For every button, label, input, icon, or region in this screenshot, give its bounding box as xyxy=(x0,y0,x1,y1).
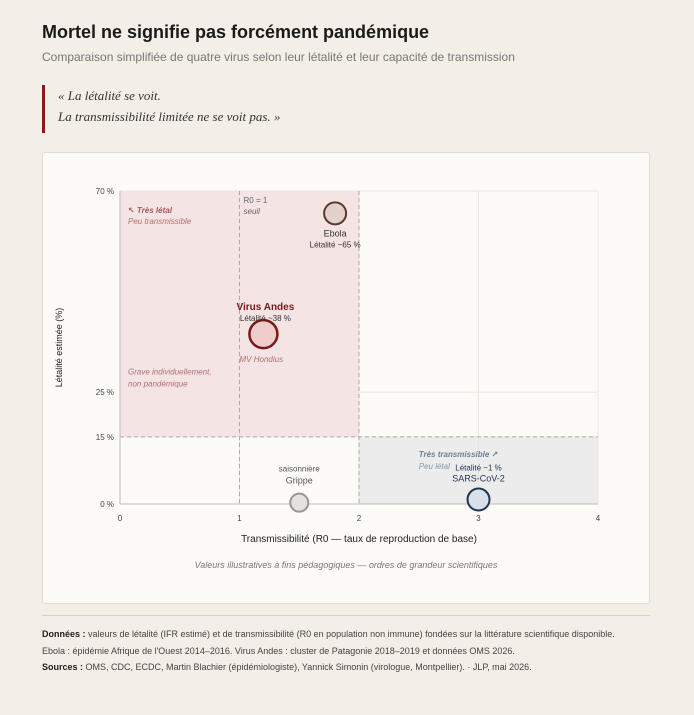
quote-line-1: « La létalité se voit. xyxy=(58,88,161,103)
chart-note: Valeurs illustratives à fins pédagogique… xyxy=(194,560,498,570)
point-grippe-saisonni-re xyxy=(289,492,310,513)
footer-data-line: Données : valeurs de létalité (IFR estim… xyxy=(42,626,662,643)
x-axis-title: Transmissibilité (R0 — taux de reproduct… xyxy=(241,534,477,545)
x-tick-label-2: 2 xyxy=(357,514,362,523)
point-sublabel-ebola: Létalité ~65 % xyxy=(310,240,361,249)
point-annotation-virus-andes: MV Hondius xyxy=(240,355,284,364)
point-label-grippe-saisonni-re: Grippe xyxy=(286,476,313,486)
footer-sources-label: Sources : xyxy=(42,662,84,672)
point-label-line2-grippe-saisonni-re: saisonnière xyxy=(279,465,320,474)
zone-lethal-title: ↖ Très létal xyxy=(128,206,173,215)
footer-sources-text: OMS, CDC, ECDC, Martin Blachier (épidémi… xyxy=(83,662,532,672)
x-tick-label-3: 3 xyxy=(476,514,481,523)
x-tick-label-4: 4 xyxy=(596,514,601,523)
footer-line-2: Ebola : épidémie Afrique de l'Ouest 2014… xyxy=(42,645,515,656)
y-tick-label-0: 0 % xyxy=(100,500,114,509)
zone-transmissible-subtitle: Peu létal xyxy=(419,462,450,471)
x-tick-label-1: 1 xyxy=(237,514,242,523)
y-tick-label-1: 15 % xyxy=(96,433,114,442)
point-sublabel-sars-cov-2: Létalité ~1 % xyxy=(455,464,501,473)
point-label-sars-cov-2: SARS-CoV-2 xyxy=(452,474,505,484)
footer-data-text: valeurs de létalité (IFR estimé) et de t… xyxy=(85,629,615,639)
scatter-chart: R0 = 1 seuil 0 1 2 3 4 0 % 15 % 25 % 70 % Transmiss… xyxy=(54,187,601,545)
point-label-virus-andes: Virus Andes xyxy=(236,302,294,313)
footer-sources-line: Sources : OMS, CDC, ECDC, Martin Blachie… xyxy=(42,659,662,676)
point-ebola xyxy=(323,201,348,226)
page-subtitle: Comparaison simplifiée de quatre virus s… xyxy=(42,50,515,64)
chart-card: R0 = 1 seuil 0 1 2 3 4 0 % 15 % 25 % 70 % Transmiss… xyxy=(42,152,650,604)
zone-annotation-line-1: Grave individuellement, xyxy=(128,367,212,376)
y-tick-label-3: 70 % xyxy=(96,187,114,196)
point-virus-andes xyxy=(248,318,279,350)
footer: Données : valeurs de létalité (IFR estim… xyxy=(42,626,662,676)
point-sublabel-virus-andes: Létalité ~38 % xyxy=(240,314,291,323)
page-title: Mortel ne signifie pas forcément pandémi… xyxy=(42,22,430,42)
quote-line-2: La transmissibilité limitée ne se voit p… xyxy=(58,109,281,124)
zone-transmissible-title: Très transmissible ↗ xyxy=(419,450,498,459)
zone-annotation-line-2: non pandémique xyxy=(128,379,188,388)
zone-lethal-subtitle: Peu transmissible xyxy=(128,217,192,226)
point-label-ebola: Ebola xyxy=(324,228,347,238)
threshold-sublabel: seuil xyxy=(244,207,261,216)
footer-data-label: Données : xyxy=(42,629,86,639)
point-sars-cov-2 xyxy=(466,487,491,512)
footer-divider xyxy=(42,615,650,616)
threshold-label: R0 = 1 xyxy=(244,196,268,205)
x-tick-label-0: 0 xyxy=(118,514,123,523)
y-tick-label-2: 25 % xyxy=(96,388,114,397)
pull-quote: « La létalité se voit. La transmissibili… xyxy=(42,85,280,133)
y-axis-title: Létalité estimée (%) xyxy=(54,308,64,388)
